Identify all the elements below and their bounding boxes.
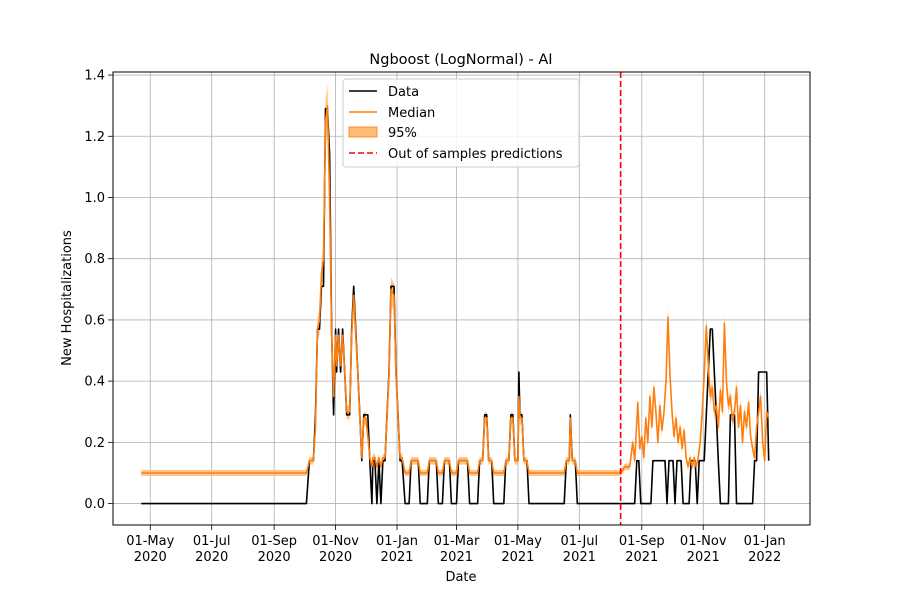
y-tick-label: 0.6 bbox=[84, 313, 105, 328]
x-tick-year: 2021 bbox=[380, 550, 413, 565]
x-tick-year: 2021 bbox=[563, 550, 596, 565]
y-tick-label: 1.0 bbox=[84, 191, 105, 206]
x-tick-year: 2021 bbox=[687, 550, 720, 565]
x-tick-year: 2020 bbox=[134, 550, 167, 565]
x-tick-year: 2020 bbox=[319, 550, 352, 565]
x-tick-year: 2021 bbox=[440, 550, 473, 565]
legend-band-swatch bbox=[348, 126, 378, 138]
x-tick-year: 2020 bbox=[258, 550, 291, 565]
legend-box bbox=[342, 78, 580, 168]
y-tick-label: 0.2 bbox=[84, 436, 105, 451]
y-axis-ticks: 0.0 0.2 0.4 0.6 0.8 1.0 1.2 1.4 bbox=[84, 69, 113, 512]
x-tick-label: 01-Jan bbox=[376, 534, 418, 549]
y-tick-label: 0.0 bbox=[84, 497, 105, 512]
chart-title: Ngboost (LogNormal) - AI bbox=[369, 52, 552, 68]
legend-cutoff-label: Out of samples predictions bbox=[388, 147, 563, 162]
legend-data-label: Data bbox=[388, 85, 419, 100]
x-tick-label: 01-Mar bbox=[434, 534, 480, 549]
x-tick-label: 01-Nov bbox=[312, 534, 359, 549]
y-tick-label: 1.4 bbox=[84, 69, 105, 84]
x-axis-label: Date bbox=[445, 570, 476, 585]
x-axis-ticks: 01-May202001-Jul202001-Sep202001-Nov2020… bbox=[126, 525, 786, 565]
y-tick-label: 0.8 bbox=[84, 252, 105, 267]
x-tick-label: 01-Jul bbox=[561, 534, 599, 549]
series-lines bbox=[141, 104, 770, 505]
x-tick-year: 2020 bbox=[195, 550, 228, 565]
x-tick-label: 01-May bbox=[126, 534, 174, 549]
x-tick-label: 01-May bbox=[494, 534, 542, 549]
x-tick-year: 2021 bbox=[501, 550, 534, 565]
y-axis-label: New Hospitalizations bbox=[60, 230, 75, 366]
legend: Data Median 95% Out of samples predictio… bbox=[342, 78, 580, 168]
legend-median-label: Median bbox=[388, 106, 435, 121]
y-tick-label: 1.2 bbox=[84, 130, 105, 145]
x-tick-label: 01-Jul bbox=[193, 534, 231, 549]
plot-frame bbox=[112, 71, 811, 526]
y-tick-label: 0.4 bbox=[84, 375, 105, 390]
x-tick-label: 01-Jan bbox=[744, 534, 786, 549]
x-tick-label: 01-Sep bbox=[251, 534, 297, 549]
x-tick-year: 2021 bbox=[625, 550, 658, 565]
x-tick-year: 2022 bbox=[748, 550, 781, 565]
median-series-line bbox=[141, 104, 770, 474]
x-tick-label: 01-Sep bbox=[619, 534, 665, 549]
legend-band-label: 95% bbox=[388, 126, 417, 141]
x-tick-label: 01-Nov bbox=[680, 534, 727, 549]
